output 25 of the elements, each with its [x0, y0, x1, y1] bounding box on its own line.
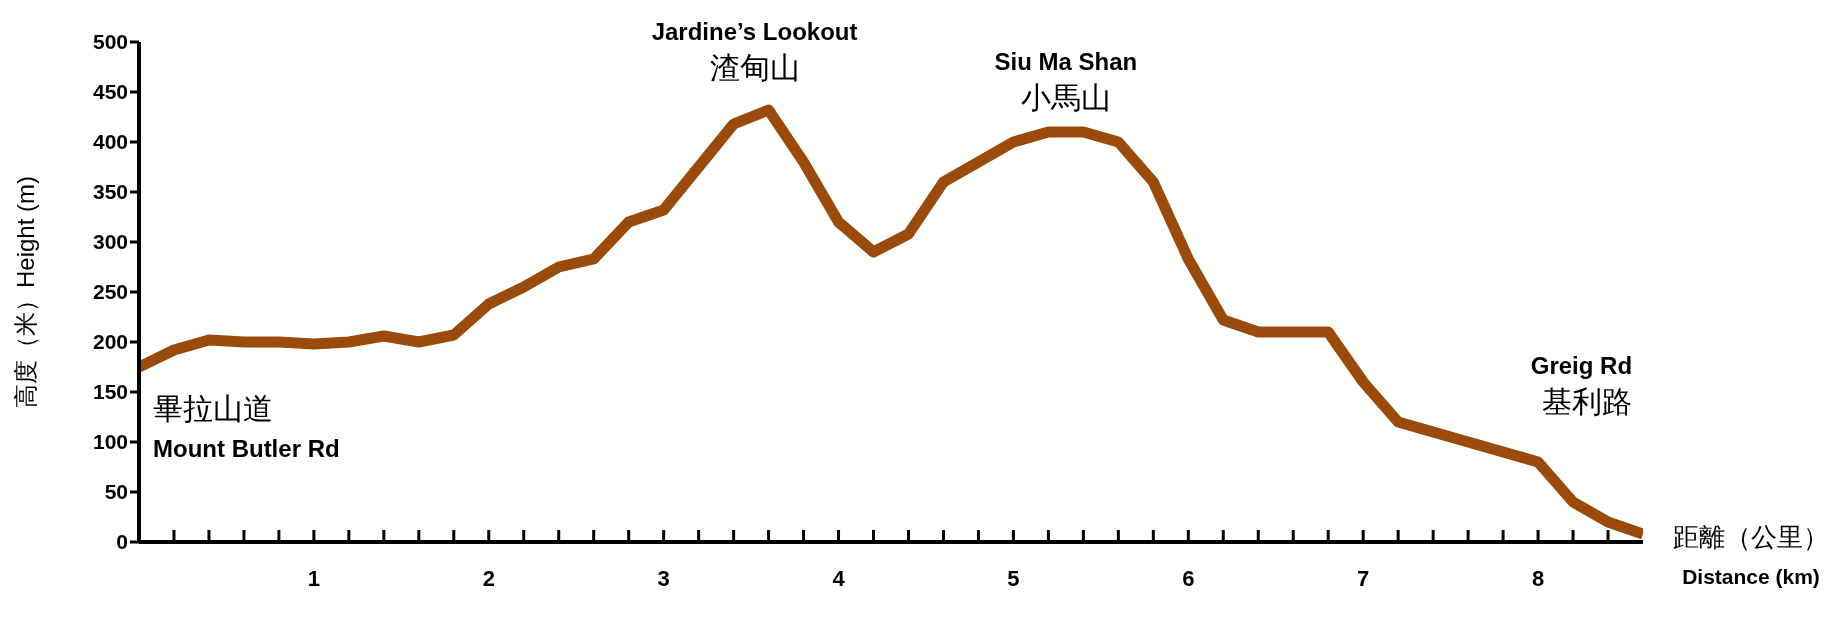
y-tick-label: 200 — [92, 330, 128, 354]
x-tick-label: 7 — [1357, 566, 1370, 591]
y-axis-title: 高度（米）Height (m) — [12, 175, 39, 409]
y-tick-label: 400 — [92, 130, 128, 154]
x-tick-label: 2 — [482, 566, 495, 591]
annotation: Jardine’s Lookout 渣甸山 — [651, 18, 858, 84]
annotation: Greig Rd 基利路 — [1530, 352, 1633, 418]
x-tick-label: 8 — [1531, 566, 1545, 591]
annotation: 畢拉山道 Mount Butler Rd — [153, 392, 340, 462]
y-tick-label: 500 — [92, 30, 128, 54]
y-tick-label: 0 — [116, 530, 128, 554]
y-tick-label: 150 — [92, 380, 128, 404]
y-tick-label: 450 — [92, 80, 128, 104]
x-tick-label: 3 — [657, 566, 670, 591]
x-tick-label: 5 — [1007, 566, 1020, 591]
x-axis-title: 距離（公里） Distance (km) — [1673, 522, 1829, 588]
x-tick-label: 1 — [307, 566, 321, 591]
y-tick-label: 50 — [104, 480, 128, 504]
y-tick-label: 300 — [92, 230, 128, 254]
y-tick-label: 250 — [92, 280, 128, 304]
annotation: Siu Ma Shan 小馬山 — [994, 48, 1138, 114]
y-tick-label: 100 — [92, 430, 128, 454]
y-tick-label: 350 — [92, 180, 128, 204]
x-tick-label: 4 — [832, 566, 846, 591]
x-tick-label: 6 — [1182, 566, 1195, 591]
